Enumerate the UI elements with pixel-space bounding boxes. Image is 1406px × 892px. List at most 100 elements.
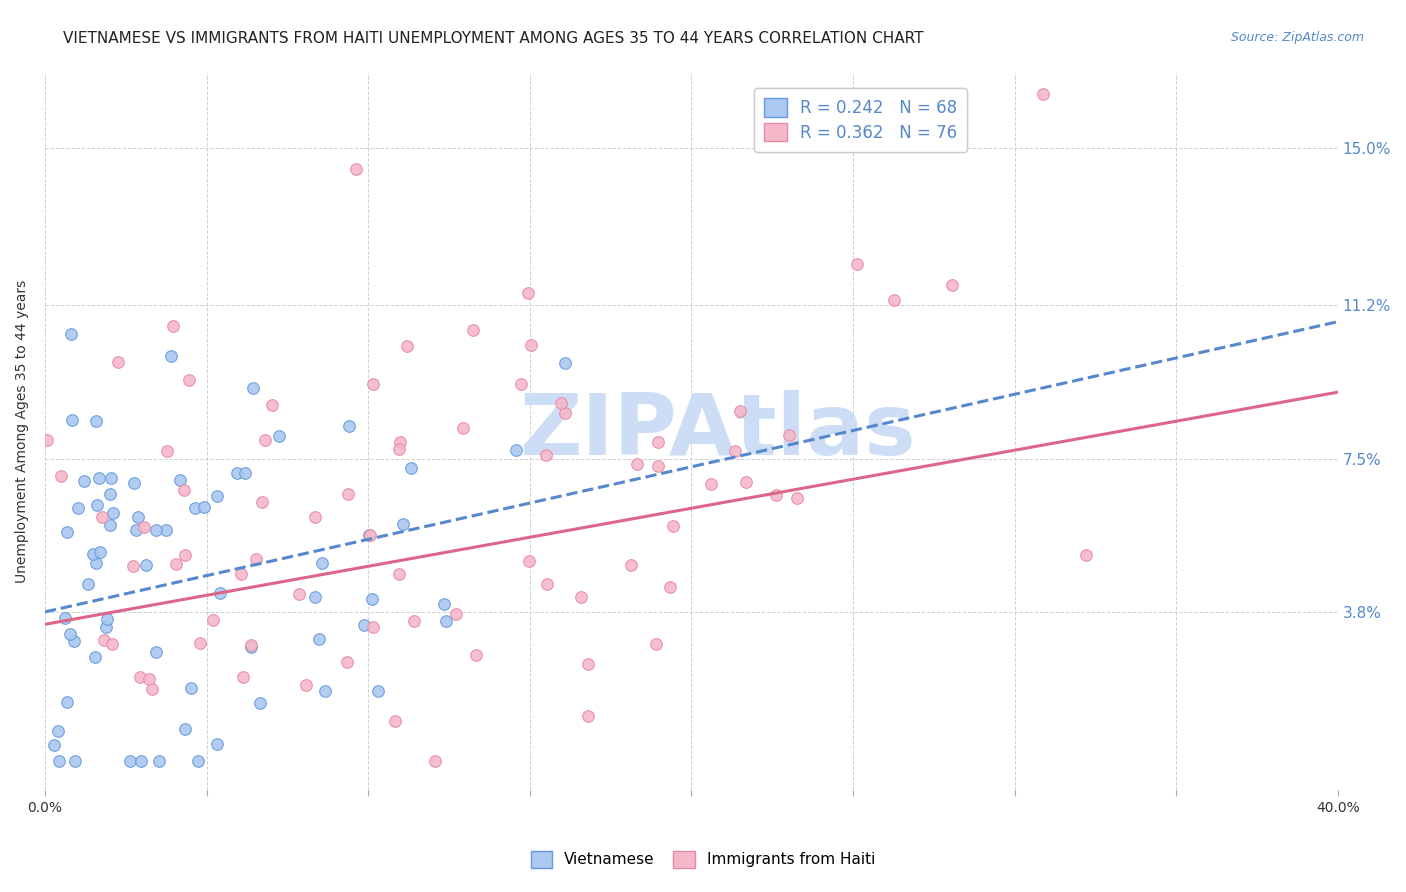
- Point: [451, 421, 474, 435]
- Point: [626, 458, 648, 472]
- Point: [240, 638, 263, 652]
- Point: [404, 614, 426, 628]
- Point: [444, 607, 467, 621]
- Point: [93, 632, 115, 647]
- Point: [883, 293, 905, 307]
- Point: [505, 443, 527, 458]
- Point: [534, 448, 557, 462]
- Point: [644, 637, 666, 651]
- Point: [177, 373, 200, 387]
- Point: [145, 645, 167, 659]
- Point: [129, 669, 152, 683]
- Point: [174, 722, 197, 736]
- Point: [846, 257, 869, 271]
- Point: [98, 518, 121, 533]
- Point: [554, 356, 576, 370]
- Point: [127, 510, 149, 524]
- Point: [1032, 87, 1054, 101]
- Point: [184, 501, 207, 516]
- Point: [336, 655, 359, 669]
- Point: [129, 754, 152, 768]
- Point: [84, 649, 107, 664]
- Point: [89, 471, 111, 485]
- Point: [98, 486, 121, 500]
- Legend: R = 0.242   N = 68, R = 0.362   N = 76: R = 0.242 N = 68, R = 0.362 N = 76: [754, 88, 967, 152]
- Point: [86, 414, 108, 428]
- Point: [77, 577, 100, 591]
- Point: [569, 591, 592, 605]
- Point: [35, 434, 58, 448]
- Point: [647, 458, 669, 473]
- Point: [180, 681, 202, 695]
- Point: [96, 620, 118, 634]
- Point: [550, 396, 572, 410]
- Point: [388, 435, 411, 450]
- Point: [96, 612, 118, 626]
- Point: [67, 501, 90, 516]
- Y-axis label: Unemployment Among Ages 35 to 44 years: Unemployment Among Ages 35 to 44 years: [15, 280, 30, 583]
- Point: [205, 489, 228, 503]
- Point: [700, 477, 723, 491]
- Point: [662, 518, 685, 533]
- Point: [226, 466, 249, 480]
- Point: [249, 696, 271, 710]
- Point: [242, 381, 264, 395]
- Point: [399, 460, 422, 475]
- Point: [576, 657, 599, 671]
- Point: [63, 754, 86, 768]
- Point: [553, 406, 575, 420]
- Point: [387, 566, 409, 581]
- Point: [173, 548, 195, 562]
- Point: [90, 509, 112, 524]
- Point: [517, 554, 540, 568]
- Point: [395, 339, 418, 353]
- Point: [82, 547, 104, 561]
- Point: [620, 558, 643, 573]
- Point: [73, 474, 96, 488]
- Point: [388, 442, 411, 457]
- Point: [786, 491, 808, 505]
- Point: [464, 648, 486, 662]
- Point: [337, 419, 360, 434]
- Point: [162, 319, 184, 334]
- Point: [384, 714, 406, 728]
- Point: [62, 633, 84, 648]
- Text: VIETNAMESE VS IMMIGRANTS FROM HAITI UNEMPLOYMENT AMONG AGES 35 TO 44 YEARS CORRE: VIETNAMESE VS IMMIGRANTS FROM HAITI UNEM…: [63, 31, 924, 46]
- Point: [778, 428, 800, 442]
- Point: [89, 545, 111, 559]
- Point: [60, 326, 83, 341]
- Point: [510, 376, 533, 391]
- Point: [392, 516, 415, 531]
- Point: [118, 754, 141, 768]
- Point: [576, 709, 599, 723]
- Point: [252, 494, 274, 508]
- Point: [311, 557, 333, 571]
- Point: [288, 586, 311, 600]
- Point: [55, 524, 77, 539]
- Point: [267, 429, 290, 443]
- Point: [84, 556, 107, 570]
- Point: [314, 684, 336, 698]
- Point: [187, 754, 209, 768]
- Point: [536, 577, 558, 591]
- Text: Source: ZipAtlas.com: Source: ZipAtlas.com: [1230, 31, 1364, 45]
- Point: [188, 635, 211, 649]
- Point: [48, 754, 70, 768]
- Point: [367, 684, 389, 698]
- Point: [434, 614, 457, 628]
- Point: [60, 412, 83, 426]
- Point: [101, 637, 124, 651]
- Point: [46, 724, 69, 739]
- Point: [359, 528, 381, 542]
- Point: [1076, 548, 1098, 562]
- Point: [160, 349, 183, 363]
- Point: [724, 444, 747, 458]
- Point: [240, 640, 263, 654]
- Point: [361, 591, 384, 606]
- Point: [229, 567, 252, 582]
- Point: [138, 672, 160, 686]
- Point: [308, 632, 330, 647]
- Point: [122, 558, 145, 573]
- Point: [141, 681, 163, 696]
- Point: [245, 551, 267, 566]
